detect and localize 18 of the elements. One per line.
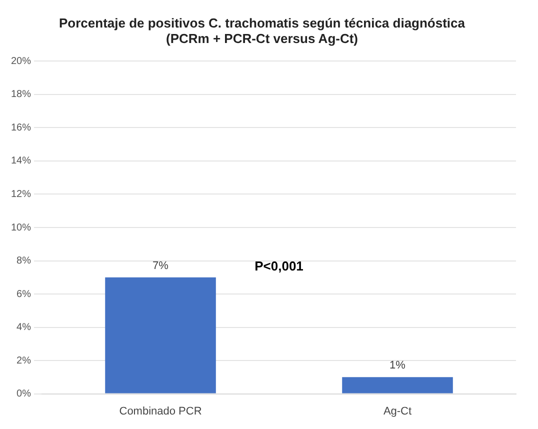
x-tick-label: Combinado PCR [119, 405, 202, 418]
y-tick-label: 16% [11, 122, 32, 134]
y-tick-label: 18% [11, 89, 32, 100]
data-label: 1% [390, 360, 406, 372]
x-tick-label: Ag-Ct [383, 405, 412, 418]
data-label: 7% [152, 260, 169, 272]
y-tick-label: 0% [16, 388, 32, 400]
y-tick-label: 2% [16, 355, 32, 366]
y-tick-label: 20% [11, 56, 32, 67]
y-tick-label: 6% [16, 288, 32, 300]
chart-title: Porcentaje de positivos C. trachomatis según técnica diagnóstica [58, 15, 466, 30]
y-tick-label: 8% [16, 256, 32, 267]
y-tick-label: 10% [11, 222, 32, 234]
annotation: P<0,001 [254, 258, 304, 274]
chart-subtitle: (PCRm + PCR-Ct versus Ag-Ct) [166, 30, 358, 46]
y-tick-label: 4% [16, 322, 32, 334]
y-tick-label: 12% [11, 188, 32, 200]
y-tick-label: 14% [11, 156, 32, 167]
